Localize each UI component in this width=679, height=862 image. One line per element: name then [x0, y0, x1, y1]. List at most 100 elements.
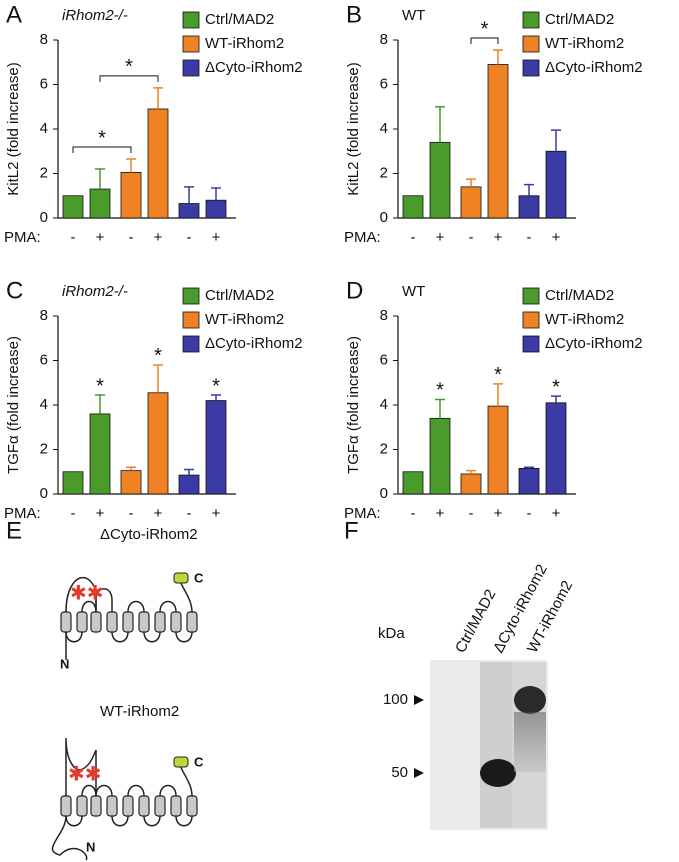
smear — [514, 712, 546, 772]
significance-star: * — [125, 56, 133, 78]
x-tick-label: - — [469, 229, 474, 246]
tag — [173, 572, 189, 584]
error-bar — [211, 394, 221, 401]
x-tick-label: + — [96, 229, 105, 246]
x-tick-label: + — [96, 505, 105, 522]
bar — [178, 203, 200, 219]
legend-label: Ctrl/MAD2 — [205, 287, 274, 304]
y-tick-label: 6 — [40, 351, 48, 368]
bar — [62, 195, 84, 219]
y-tick-label: 0 — [380, 485, 388, 502]
x-tick-label: + — [212, 505, 221, 522]
legend-label: WT-iRhom2 — [205, 311, 284, 328]
legend-label: WT-iRhom2 — [545, 35, 624, 52]
significance-star: * — [154, 345, 162, 367]
error-bar — [493, 49, 503, 65]
y-tick-label: 4 — [380, 396, 388, 413]
significance-bracket — [470, 37, 499, 45]
bar — [147, 108, 169, 219]
x-tick-label: - — [71, 229, 76, 246]
y-tick-label: 0 — [40, 209, 48, 226]
x-tick-label: - — [411, 229, 416, 246]
y-tick-label: 4 — [40, 396, 48, 413]
y-tick-label: 2 — [40, 164, 48, 181]
error-bar — [435, 106, 445, 143]
legend-swatch — [522, 59, 540, 77]
legend-label: ΔCyto-iRhom2 — [205, 59, 303, 76]
chart-title: iRhom2-/- — [62, 7, 128, 24]
bar — [62, 471, 84, 495]
error-bar — [493, 383, 503, 407]
construct-name: ΔCyto-iRhom2 — [100, 526, 198, 543]
x-tick-label: - — [187, 229, 192, 246]
error-bar — [524, 183, 534, 196]
legend-swatch — [522, 11, 540, 29]
chart-title: WT — [402, 283, 425, 300]
panel-letter: F — [344, 517, 359, 544]
y-tick-label: 0 — [40, 485, 48, 502]
x-tick-label: - — [527, 505, 532, 522]
membrane-trace — [65, 763, 193, 827]
chart-title: WT — [402, 7, 425, 24]
error-bar — [184, 468, 194, 476]
legend-label: Ctrl/MAD2 — [205, 11, 274, 28]
chart-title: iRhom2-/- — [62, 283, 128, 300]
significance-star: * — [96, 375, 104, 397]
bar — [487, 405, 509, 495]
tag — [173, 756, 189, 768]
panel-letter: D — [346, 277, 363, 304]
x-axis-label: PMA: — [344, 505, 381, 522]
y-tick-label: 4 — [380, 120, 388, 137]
legend-swatch — [182, 11, 200, 29]
legend-label: WT-iRhom2 — [545, 311, 624, 328]
y-axis-label: KitL2 (fold increase) — [345, 62, 362, 195]
legend-swatch — [182, 311, 200, 329]
y-tick-label: 6 — [40, 75, 48, 92]
x-tick-label: - — [71, 505, 76, 522]
bar — [89, 188, 111, 219]
error-bar — [184, 186, 194, 204]
band — [480, 759, 516, 787]
y-tick-label: 4 — [40, 120, 48, 137]
panel-letter: A — [6, 1, 22, 28]
bar — [518, 195, 540, 219]
y-tick-label: 2 — [380, 164, 388, 181]
bar — [178, 474, 200, 495]
lane — [480, 662, 514, 828]
bar — [487, 64, 509, 219]
legend-swatch — [522, 335, 540, 353]
x-tick-label: + — [494, 229, 503, 246]
glyco-site: ✱✱ — [68, 763, 102, 785]
y-tick-label: 8 — [40, 31, 48, 48]
x-tick-label: - — [527, 229, 532, 246]
legend-label: Ctrl/MAD2 — [545, 11, 614, 28]
x-axis-label: PMA: — [344, 229, 381, 246]
x-tick-label: + — [154, 229, 163, 246]
bar — [460, 186, 482, 219]
bar — [429, 417, 451, 495]
y-tick-label: 8 — [380, 307, 388, 324]
bar — [89, 413, 111, 495]
panel-letter: C — [6, 277, 23, 304]
legend-label: ΔCyto-iRhom2 — [545, 335, 643, 352]
legend-swatch — [182, 35, 200, 53]
x-tick-label: + — [154, 505, 163, 522]
x-tick-label: - — [129, 505, 134, 522]
error-bar — [153, 87, 163, 109]
bar — [429, 141, 451, 219]
y-axis-label: TGFα (fold increase) — [5, 336, 22, 474]
x-tick-label: + — [552, 229, 561, 246]
error-bar — [466, 469, 476, 474]
legend-label: ΔCyto-iRhom2 — [545, 59, 643, 76]
x-axis-label: PMA: — [4, 229, 41, 246]
x-tick-label: + — [436, 505, 445, 522]
y-tick-label: 6 — [380, 75, 388, 92]
error-bar — [153, 364, 163, 393]
error-bar — [95, 168, 105, 190]
bar — [147, 392, 169, 495]
significance-star: * — [436, 380, 444, 402]
significance-bracket — [72, 146, 132, 154]
bar — [545, 150, 567, 219]
